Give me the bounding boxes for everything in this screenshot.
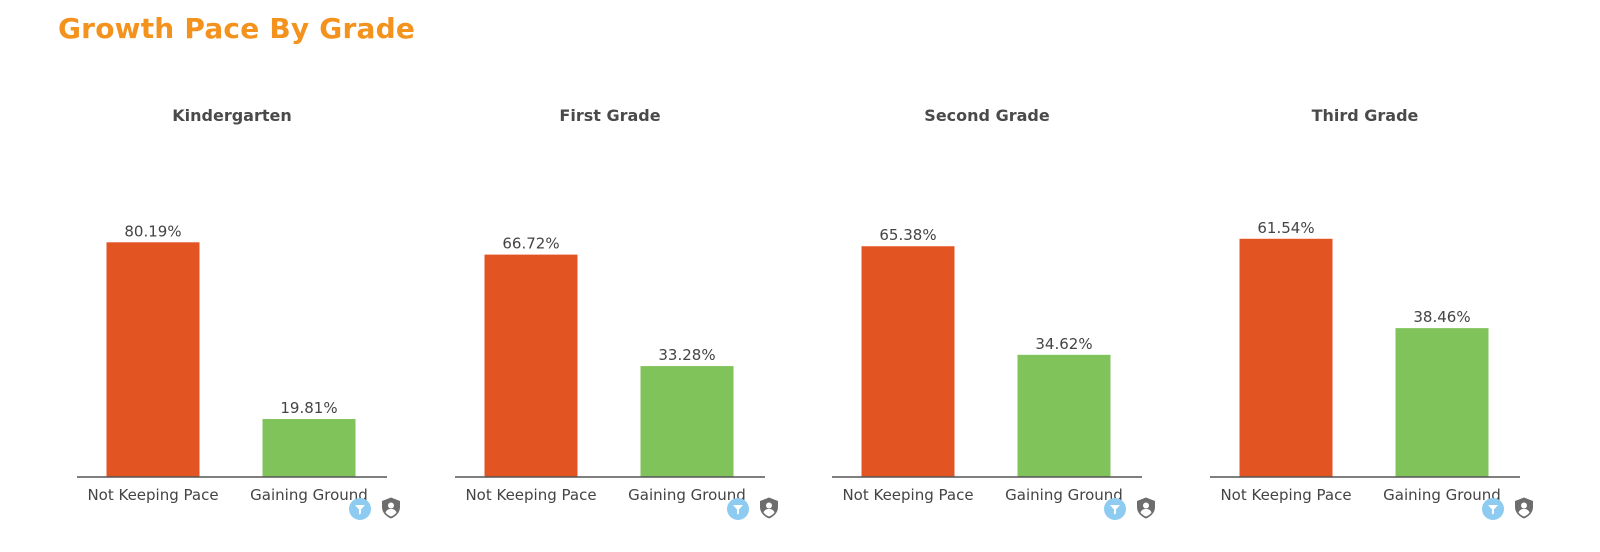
tick-label: Not Keeping Pace — [842, 486, 973, 504]
tick-label: Gaining Ground — [628, 486, 746, 504]
bar-not-keeping-pace — [484, 254, 578, 477]
chart-title: Third Grade — [1311, 106, 1419, 125]
filter-icon[interactable] — [727, 498, 749, 520]
filter-icon[interactable] — [349, 498, 371, 520]
data-label: 34.62% — [1035, 335, 1092, 353]
tick-label: Not Keeping Pace — [465, 486, 596, 504]
page-title: Growth Pace By Grade — [58, 12, 416, 45]
data-label: 66.72% — [502, 235, 559, 253]
data-label: 19.81% — [280, 399, 337, 417]
tick-label: Not Keeping Pace — [87, 486, 218, 504]
chart-panel-second-grade: Second Grade 65.38% Not Keeping Pace 34.62… — [832, 100, 1212, 540]
tick-label: Gaining Ground — [1383, 486, 1501, 504]
chart-title: First Grade — [559, 106, 661, 125]
user-shield-icon[interactable] — [757, 496, 781, 520]
bar-not-keeping-pace — [106, 242, 200, 477]
filter-icon[interactable] — [1104, 498, 1126, 520]
tick-label: Gaining Ground — [1005, 486, 1123, 504]
user-shield-icon[interactable] — [1512, 496, 1536, 520]
tick-label: Not Keeping Pace — [1220, 486, 1351, 504]
bar-gaining-ground — [1395, 328, 1489, 477]
bar-gaining-ground — [1017, 354, 1111, 477]
data-label: 65.38% — [879, 226, 936, 244]
chart-panel-kindergarten: Kindergarten 80.19% Not Keeping Pace 19.81… — [77, 100, 457, 540]
chart-title: Second Grade — [924, 106, 1050, 125]
bar-chart: 80.19% Not Keeping Pace 19.81% Gaining Grou… — [77, 222, 387, 504]
bar-chart: 66.72% Not Keeping Pace 33.28% Gaining Grou… — [455, 235, 765, 504]
data-label: 80.19% — [124, 222, 181, 240]
bar-chart: 65.38% Not Keeping Pace 34.62% Gaining Grou… — [832, 226, 1142, 504]
chart-panel-first-grade: First Grade 66.72% Not Keeping Pace 33.28%… — [455, 100, 835, 540]
data-label: 38.46% — [1413, 308, 1470, 326]
user-shield-icon[interactable] — [1134, 496, 1158, 520]
bar-chart: 61.54% Not Keeping Pace 38.46% Gaining Grou… — [1210, 219, 1520, 504]
bar-not-keeping-pace — [1239, 238, 1333, 477]
bar-gaining-ground — [640, 366, 734, 477]
bar-gaining-ground — [262, 419, 356, 477]
user-shield-icon[interactable] — [379, 496, 403, 520]
filter-icon[interactable] — [1482, 498, 1504, 520]
chart-title: Kindergarten — [172, 106, 292, 125]
data-label: 61.54% — [1257, 219, 1314, 237]
chart-panel-third-grade: Third Grade 61.54% Not Keeping Pace 38.46%… — [1210, 100, 1590, 540]
bar-not-keeping-pace — [861, 246, 955, 477]
tick-label: Gaining Ground — [250, 486, 368, 504]
data-label: 33.28% — [658, 346, 715, 364]
